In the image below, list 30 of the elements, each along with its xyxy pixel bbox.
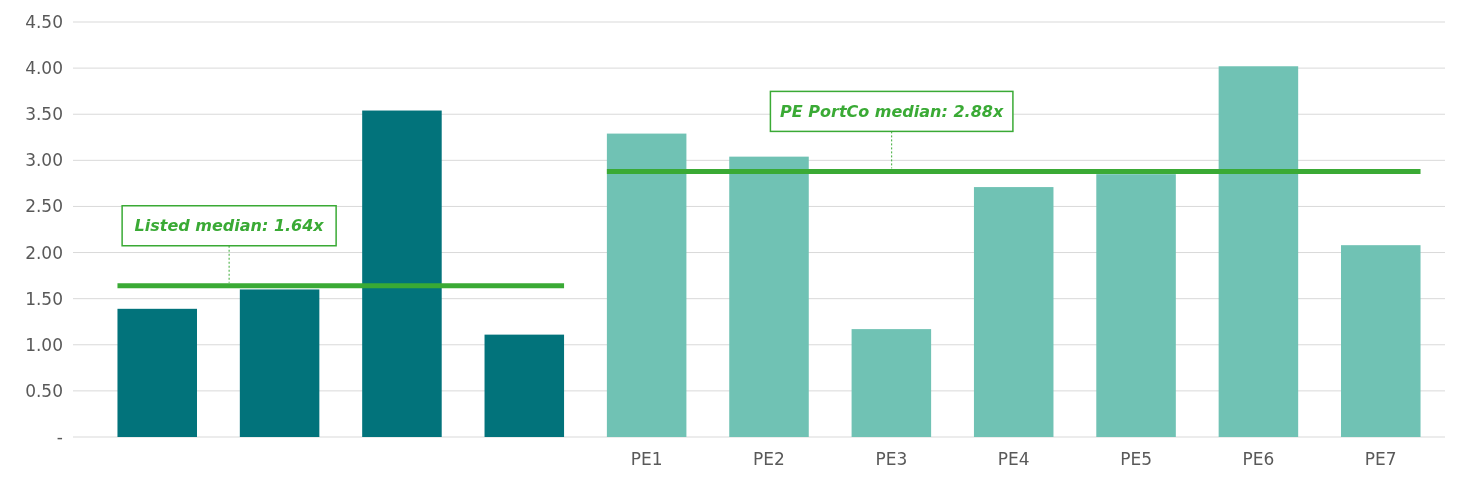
- ref-line-label: Listed median: 1.64x: [134, 216, 325, 236]
- bar: [606, 133, 687, 437]
- bar: [851, 329, 932, 437]
- bar: [1341, 245, 1421, 437]
- x-tick-label: PE7: [1364, 449, 1397, 469]
- x-tick-label: PE2: [753, 449, 785, 469]
- bar: [484, 334, 565, 437]
- ref-line-label: PE PortCo median: 2.88x: [780, 102, 1004, 121]
- y-tick-label: 0.50: [25, 380, 63, 401]
- bar: [117, 308, 197, 437]
- x-tick-label: PE1: [630, 449, 663, 469]
- bar: [1096, 174, 1176, 437]
- y-tick-label: 2.50: [25, 196, 63, 217]
- x-tick-label: PE4: [997, 449, 1030, 469]
- y-tick-label: 1.50: [25, 288, 63, 309]
- y-tick-label: 1.00: [25, 334, 63, 355]
- y-tick-label: 2.00: [25, 242, 63, 263]
- bar: [1218, 66, 1299, 437]
- x-tick-label: PE3: [875, 449, 908, 469]
- y-tick-label: 3.50: [25, 104, 63, 125]
- bar: [239, 289, 320, 437]
- y-tick-label: 4.50: [25, 11, 63, 32]
- bar: [973, 187, 1054, 437]
- y-tick-label: 4.00: [25, 58, 63, 79]
- bar: [362, 110, 442, 437]
- bar: [729, 156, 809, 437]
- y-tick-label: -: [56, 426, 63, 447]
- x-tick-label: PE6: [1242, 449, 1275, 469]
- y-tick-label: 3.00: [25, 150, 63, 171]
- x-tick-label: PE5: [1120, 449, 1152, 469]
